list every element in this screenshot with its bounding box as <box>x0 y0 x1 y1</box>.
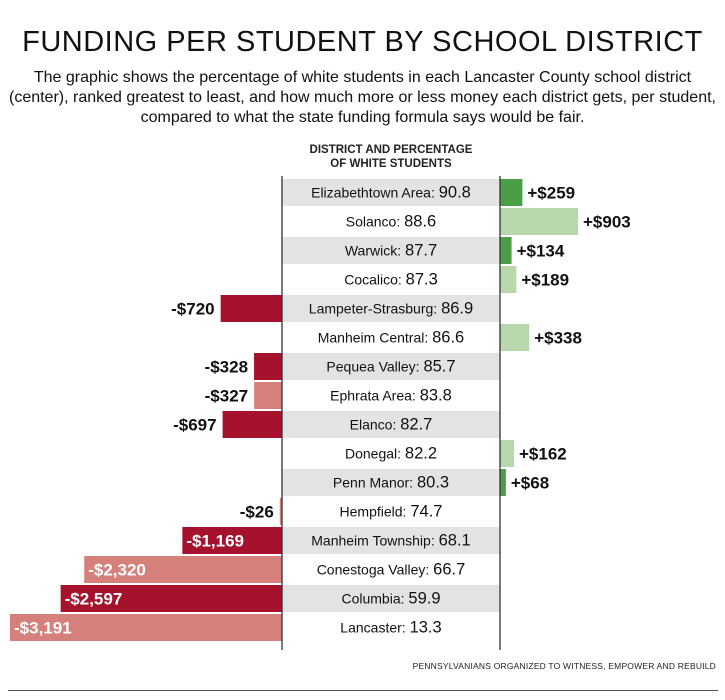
value-label: +$68 <box>511 474 549 493</box>
value-label: -$2,320 <box>88 561 146 580</box>
value-label: -$3,191 <box>14 619 72 638</box>
white-percentage: 68.1 <box>439 532 471 550</box>
chart-title: FUNDING PER STUDENT BY SCHOOL DISTRICT <box>22 26 703 58</box>
bar <box>84 556 283 583</box>
bar <box>500 440 514 467</box>
white-percentage: 82.2 <box>405 445 437 463</box>
bar <box>500 324 530 351</box>
value-label: +$903 <box>583 213 631 232</box>
district-name: Elizabethtown Area: <box>311 185 439 201</box>
district-label: Elizabethtown Area: 90.8 <box>311 184 471 202</box>
district-label: Pequea Valley: 85.7 <box>326 358 455 376</box>
white-percentage: 74.7 <box>410 503 442 521</box>
district-name: Elanco: <box>350 417 401 433</box>
bar <box>220 295 282 322</box>
district-label: Conestoga Valley: 66.7 <box>317 561 466 579</box>
district-label: Solanco: 88.6 <box>346 213 437 231</box>
column-header: DISTRICT AND PERCENTAGE OF WHITE STUDENTS <box>282 143 500 171</box>
white-percentage: 83.8 <box>420 387 452 405</box>
row-shade <box>282 179 500 206</box>
white-percentage: 86.9 <box>441 300 473 318</box>
white-percentage: 85.7 <box>423 358 455 376</box>
district-name: Lampeter-Strasburg: <box>309 301 441 317</box>
district-name: Manheim Township: <box>311 533 438 549</box>
district-name: Cocalico: <box>344 272 405 288</box>
district-name: Solanco: <box>346 214 404 230</box>
district-name: Warwick: <box>345 243 405 259</box>
value-label: -$697 <box>173 416 216 435</box>
bar <box>222 411 282 438</box>
bottom-rule <box>8 690 718 691</box>
bar <box>182 527 282 554</box>
row-shade <box>282 527 500 554</box>
district-name: Pequea Valley: <box>326 359 423 375</box>
column-header-line: OF WHITE STUDENTS <box>330 158 452 170</box>
district-label: Penn Manor: 80.3 <box>333 474 449 492</box>
district-name: Manheim Central: <box>318 330 432 346</box>
district-label: Columbia: 59.9 <box>341 590 440 608</box>
bar <box>500 469 506 496</box>
district-name: Ephrata Area: <box>330 388 420 404</box>
value-label: -$327 <box>205 387 248 406</box>
bar <box>500 237 512 264</box>
district-label: Elanco: 82.7 <box>350 416 433 434</box>
chart-subtitle: The graphic shows the percentage of whit… <box>8 69 716 126</box>
white-percentage: 80.3 <box>417 474 449 492</box>
white-percentage: 87.3 <box>406 271 438 289</box>
white-percentage: 13.3 <box>410 619 442 637</box>
value-label: -$328 <box>205 358 248 377</box>
white-percentage: 87.7 <box>405 242 437 260</box>
bar <box>60 585 283 612</box>
value-label: -$26 <box>240 503 274 522</box>
row-shade <box>282 353 500 380</box>
district-label: Manheim Central: 86.6 <box>318 329 465 347</box>
district-label: Hempfield: 74.7 <box>340 503 443 521</box>
value-label: -$2,597 <box>65 590 123 609</box>
value-label: +$259 <box>527 184 575 203</box>
district-label: Cocalico: 87.3 <box>344 271 438 289</box>
white-percentage: 66.7 <box>433 561 465 579</box>
district-name: Columbia: <box>341 591 408 607</box>
bar <box>500 266 517 293</box>
value-label: +$338 <box>534 329 582 348</box>
bar <box>279 498 282 525</box>
district-name: Conestoga Valley: <box>317 562 433 578</box>
district-label: Manheim Township: 68.1 <box>311 532 471 550</box>
value-label: -$1,169 <box>186 532 244 551</box>
bar <box>254 382 282 409</box>
white-percentage: 90.8 <box>439 184 471 202</box>
white-percentage: 88.6 <box>404 213 436 231</box>
bar <box>254 353 282 380</box>
value-label: +$134 <box>517 242 565 261</box>
district-name: Penn Manor: <box>333 475 417 491</box>
bar <box>10 614 282 641</box>
row-shade <box>282 411 500 438</box>
column-header-text: DISTRICT AND PERCENTAGE OF WHITE STUDENTS <box>282 143 500 171</box>
white-percentage: 82.7 <box>400 416 432 434</box>
district-label: Warwick: 87.7 <box>345 242 437 260</box>
district-name: Hempfield: <box>340 504 411 520</box>
district-label: Donegal: 82.2 <box>345 445 437 463</box>
district-name: Lancaster: <box>340 620 409 636</box>
district-label: Lampeter-Strasburg: 86.9 <box>309 300 473 318</box>
bar <box>500 179 523 206</box>
row-shade <box>282 469 500 496</box>
district-name: Donegal: <box>345 446 405 462</box>
value-label: +$162 <box>519 445 567 464</box>
row-shade <box>282 295 500 322</box>
source-credit: PENNSYLVANIANS ORGANIZED TO WITNESS, EMP… <box>412 661 716 671</box>
white-percentage: 86.6 <box>432 329 464 347</box>
value-label: -$720 <box>171 300 214 319</box>
column-header-line: DISTRICT AND PERCENTAGE <box>309 144 473 156</box>
white-percentage: 59.9 <box>408 590 440 608</box>
row-shade <box>282 237 500 264</box>
district-label: Lancaster: 13.3 <box>340 619 441 637</box>
row-shade <box>282 585 500 612</box>
district-label: Ephrata Area: 83.8 <box>330 387 452 405</box>
value-label: +$189 <box>521 271 569 290</box>
bar <box>500 208 578 235</box>
